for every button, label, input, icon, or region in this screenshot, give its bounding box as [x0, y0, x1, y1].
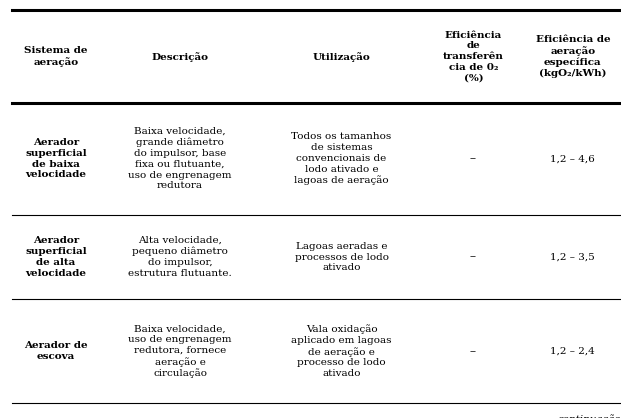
Text: --: --: [470, 347, 477, 356]
Text: Baixa velocidade,
grande diâmetro
do impulsor, base
fixa ou flutuante,
uso de en: Baixa velocidade, grande diâmetro do imp…: [129, 127, 232, 191]
Text: Aerador
superficial
de baixa
velocidade: Aerador superficial de baixa velocidade: [25, 138, 87, 179]
Text: Descrição: Descrição: [152, 52, 209, 61]
Text: Alta velocidade,
pequeno diâmetro
do impulsor,
estrutura flutuante.: Alta velocidade, pequeno diâmetro do imp…: [128, 236, 232, 278]
Text: --: --: [470, 154, 477, 163]
Text: Eficiência de
aeração
específica
(kgO₂/kWh): Eficiência de aeração específica (kgO₂/k…: [535, 35, 610, 78]
Text: Lagoas aeradas e
processos de lodo
ativado: Lagoas aeradas e processos de lodo ativa…: [294, 242, 389, 272]
Text: Sistema de
aeração: Sistema de aeração: [24, 46, 88, 67]
Text: Todos os tamanhos
de sistemas
convencionais de
lodo ativado e
lagoas de aeração: Todos os tamanhos de sistemas convencion…: [291, 132, 392, 185]
Text: Eficiência
de
transferên
cia de 0₂
(%): Eficiência de transferên cia de 0₂ (%): [443, 31, 504, 83]
Text: Aerador de
escova: Aerador de escova: [24, 342, 88, 361]
Text: Baixa velocidade,
uso de engrenagem
redutora, fornece
aeração e
circulação: Baixa velocidade, uso de engrenagem redu…: [129, 324, 232, 378]
Text: --: --: [470, 252, 477, 262]
Text: 1,2 – 2,4: 1,2 – 2,4: [550, 347, 596, 356]
Text: continuação: continuação: [558, 414, 621, 418]
Text: Utilização: Utilização: [313, 52, 370, 61]
Text: 1,2 – 3,5: 1,2 – 3,5: [550, 252, 596, 262]
Text: 1,2 – 4,6: 1,2 – 4,6: [550, 154, 596, 163]
Text: Vala oxidação
aplicado em lagoas
de aeração e
processo de lodo
ativado: Vala oxidação aplicado em lagoas de aera…: [291, 324, 392, 378]
Text: Aerador
superficial
de alta
velocidade: Aerador superficial de alta velocidade: [25, 237, 87, 278]
